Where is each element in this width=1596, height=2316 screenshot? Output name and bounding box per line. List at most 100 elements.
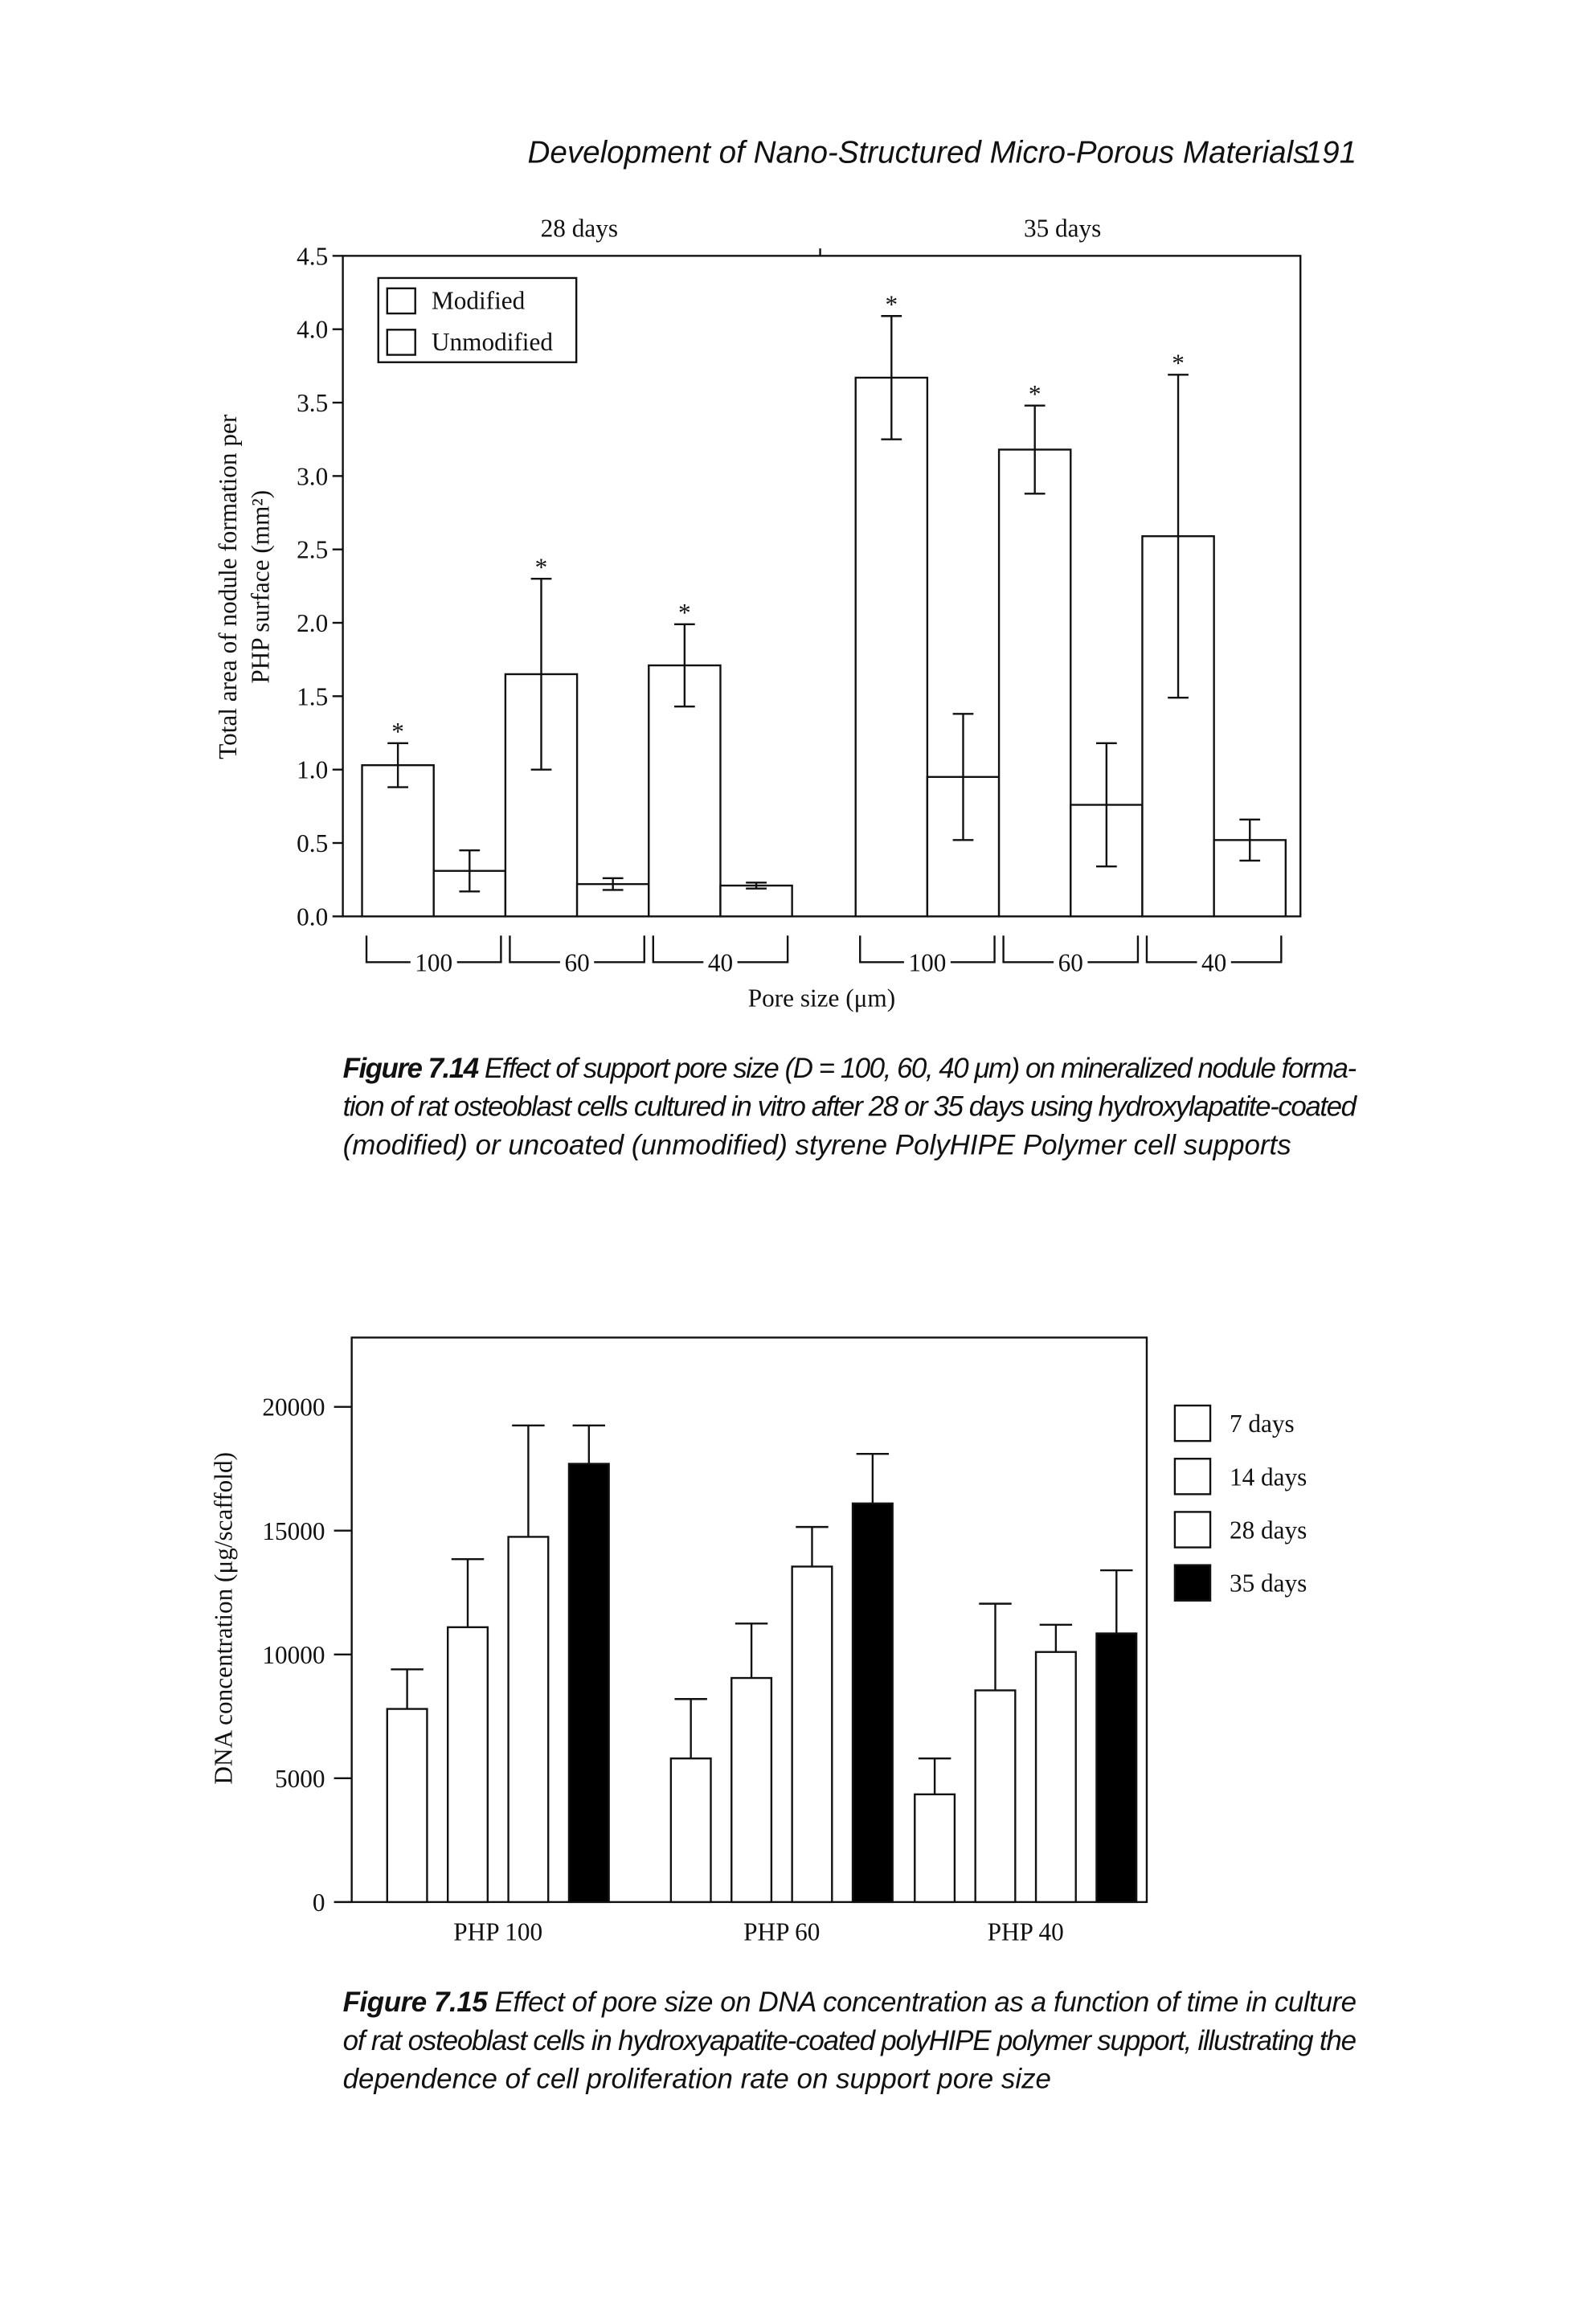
significance-marker: * <box>1029 380 1041 408</box>
legend-label: Modified <box>432 287 526 315</box>
error-bar <box>673 623 695 708</box>
y-tick-label: 4.5 <box>297 242 328 270</box>
bar <box>361 764 435 918</box>
y-tick-label: 0.0 <box>297 902 328 931</box>
bar <box>446 1626 489 1904</box>
x-tick-label: PHP 60 <box>743 1918 820 1946</box>
x-tick-label: PHP 100 <box>453 1918 542 1946</box>
y-tick-label: 20000 <box>262 1393 325 1422</box>
y-axis-label: DNA concentration (μg/scaffold) <box>210 1452 238 1785</box>
error-bar <box>459 849 481 893</box>
y-tick-label: 10000 <box>262 1641 325 1669</box>
caption-text: of rat osteoblast cells in hydroxyapatit… <box>343 2025 1357 2056</box>
error-bar <box>796 1525 829 1567</box>
legend-label: 35 days <box>1230 1569 1307 1598</box>
error-bar <box>1095 742 1117 868</box>
caption-line: (modified) or uncoated (unmodified) styr… <box>343 1129 1291 1160</box>
bar <box>669 1757 712 1904</box>
bar <box>730 1676 773 1904</box>
bar <box>1034 1651 1077 1904</box>
bar <box>974 1689 1017 1904</box>
caption-line: of rat osteoblast cells in hydroxyapatit… <box>343 2025 1357 2056</box>
y-axis-label: Total area of nodule formation per <box>214 414 242 759</box>
bar <box>1095 1632 1138 1904</box>
error-bar <box>512 1424 545 1537</box>
error-bar <box>1039 1623 1073 1652</box>
significance-marker: * <box>391 718 404 746</box>
bar <box>507 1536 550 1904</box>
category-bracket <box>1002 935 1140 964</box>
significance-marker: * <box>678 599 691 627</box>
running-head: Development of Nano-Structured Micro-Por… <box>527 136 1308 170</box>
significance-marker: * <box>885 291 898 319</box>
y-tick-label: 4.0 <box>297 316 328 344</box>
error-bar <box>391 1668 424 1709</box>
significance-marker: * <box>535 554 548 582</box>
legend-swatch <box>386 287 416 315</box>
error-bar <box>1168 374 1189 699</box>
y-tick-label: 1.0 <box>297 756 328 784</box>
y-tick-label: 5000 <box>275 1765 325 1793</box>
legend-swatch <box>1173 1404 1212 1442</box>
plot-frame <box>342 255 1302 918</box>
bar <box>851 1502 894 1904</box>
caption-line: Figure 7.14 Effect of support pore size … <box>343 1053 1357 1084</box>
legend-label: 14 days <box>1230 1463 1307 1491</box>
error-bar <box>856 1453 890 1504</box>
y-tick-label: 3.0 <box>297 462 328 490</box>
caption-text: tion of rat osteoblast cells cultured in… <box>343 1091 1358 1123</box>
caption-line: Figure 7.15 Effect of pore size on DNA c… <box>343 1987 1357 2018</box>
y-tick-label: 3.5 <box>297 389 328 417</box>
error-bar <box>1239 818 1261 862</box>
bar <box>719 884 793 918</box>
x-tick-label: 60 <box>564 948 589 976</box>
x-tick-label: 40 <box>708 948 733 976</box>
x-tick-label: 100 <box>908 948 946 976</box>
caption-text: dependence of cell proliferation rate on… <box>343 2064 1051 2095</box>
error-bar <box>918 1757 951 1794</box>
caption-line: tion of rat osteoblast cells cultured in… <box>343 1091 1358 1123</box>
error-bar <box>881 315 902 440</box>
y-tick-label: 1.5 <box>297 682 328 710</box>
bar <box>854 376 929 918</box>
x-tick-label: 40 <box>1201 948 1226 976</box>
error-bar <box>674 1698 707 1759</box>
error-bar <box>1024 404 1046 495</box>
y-tick-label: 2.5 <box>297 536 328 564</box>
group-label: 35 days <box>1024 214 1101 242</box>
y-tick-label: 2.0 <box>297 609 328 637</box>
caption-label: Figure 7.14 <box>343 1053 480 1084</box>
error-bar <box>572 1424 606 1464</box>
category-bracket <box>509 935 645 964</box>
legend-swatch <box>1173 1511 1212 1549</box>
y-tick-label: 0.5 <box>297 829 328 857</box>
error-bar <box>451 1557 485 1627</box>
bar <box>997 448 1072 918</box>
category-bracket <box>365 935 502 964</box>
caption-text: Effect of support pore size (D = 100, 60… <box>478 1053 1357 1084</box>
error-bar <box>387 742 408 788</box>
error-bar <box>979 1602 1012 1691</box>
legend-swatch <box>386 329 416 356</box>
legend-label: 28 days <box>1230 1516 1307 1545</box>
x-tick-label: 60 <box>1058 948 1083 976</box>
error-bar <box>952 713 974 841</box>
legend-label: Unmodified <box>432 328 553 356</box>
legend-swatch <box>1173 1564 1212 1602</box>
significance-marker: * <box>1172 350 1185 378</box>
caption-line: dependence of cell proliferation rate on… <box>343 2064 1051 2095</box>
bar <box>914 1793 956 1904</box>
legend-label: 7 days <box>1230 1410 1295 1438</box>
error-bar <box>746 882 767 890</box>
bar <box>791 1565 833 1904</box>
y-tick-label: 0 <box>313 1888 325 1917</box>
category-bracket <box>859 935 996 964</box>
error-bar <box>530 578 552 771</box>
category-bracket <box>652 935 789 964</box>
caption-text: (modified) or uncoated (unmodified) styr… <box>343 1129 1291 1160</box>
error-bar <box>602 877 624 891</box>
x-tick-label: PHP 40 <box>988 1918 1064 1946</box>
error-bar <box>735 1622 768 1679</box>
